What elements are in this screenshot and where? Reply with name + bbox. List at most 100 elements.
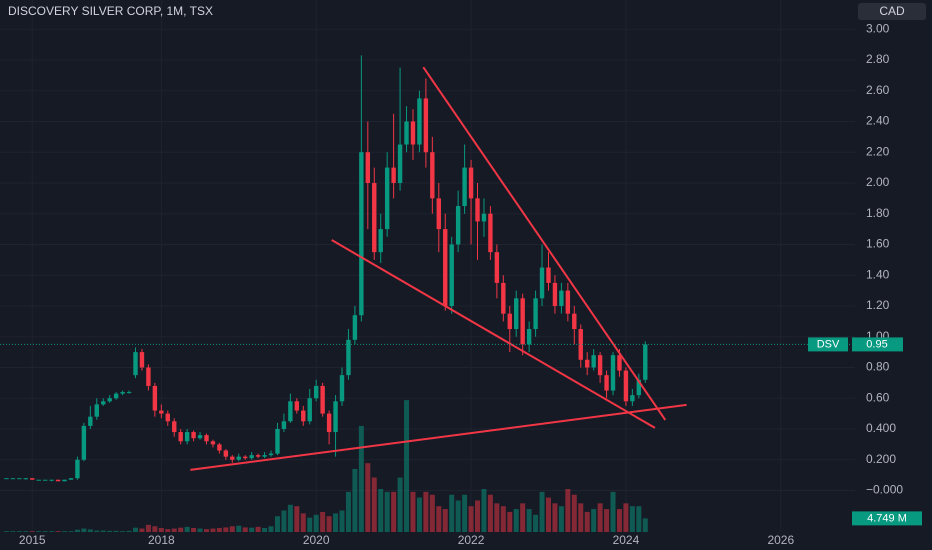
y-tick-label: 1.40: [866, 267, 890, 281]
candle-body: [546, 267, 551, 283]
volume-bar: [610, 491, 616, 532]
volume-bar: [345, 491, 351, 532]
volume-label: 4.749 M: [867, 512, 907, 524]
volume-bar: [36, 531, 42, 532]
candle-body: [126, 392, 132, 394]
volume-bar: [326, 516, 332, 532]
candle-body: [520, 298, 525, 345]
axes: 3.00 2.80 2.60 2.40 2.20 2.00 1.80 1.60 1.40 1.20…: [0, 21, 922, 547]
volume-bar: [94, 530, 100, 532]
volume-bar: [262, 527, 268, 532]
candle-body: [10, 478, 16, 480]
candle-body: [585, 359, 590, 368]
candle-body: [481, 213, 487, 222]
volume-bar: [42, 531, 48, 532]
y-tick-label: 1.80: [866, 206, 890, 220]
candle-body: [578, 329, 583, 360]
volume-bar: [113, 530, 119, 532]
candle-body: [113, 393, 119, 399]
volume-bar: [597, 503, 603, 532]
volume-bar: [404, 400, 410, 532]
volume-bar: [481, 489, 487, 532]
volume-bar: [307, 517, 313, 532]
currency-label[interactable]: CAD: [879, 4, 905, 18]
y-tick-label: 1.60: [866, 237, 890, 251]
candle-body: [301, 410, 306, 422]
volume-bar: [126, 530, 132, 532]
volume-bar: [274, 516, 280, 532]
volume-bar: [74, 529, 80, 532]
volume-bar: [449, 494, 455, 532]
volume-bar: [10, 531, 16, 532]
candle-body: [172, 421, 177, 433]
x-tick-label: 2022: [458, 533, 485, 547]
candle-body: [365, 152, 371, 183]
y-tick-label: 0.80: [866, 360, 890, 374]
y-tick-label: −0.000: [866, 483, 903, 497]
volume-bar: [184, 526, 190, 532]
volume-bar: [165, 529, 171, 532]
volume-bar: [49, 531, 55, 532]
candle-body: [42, 479, 48, 481]
y-tick-label: 2.40: [866, 114, 890, 128]
x-tick-label: 2020: [303, 533, 330, 547]
volume-bar: [629, 506, 635, 532]
volume-bar: [313, 514, 319, 532]
candle-body: [320, 385, 325, 414]
volume-bar: [462, 494, 468, 532]
candle-body: [572, 313, 577, 330]
y-tick-label: 2.00: [866, 175, 890, 189]
candle-body: [255, 455, 261, 457]
candle-layer: [4, 55, 648, 482]
volume-bar: [552, 503, 558, 532]
volume-bar: [416, 497, 422, 532]
x-tick-label: 2026: [767, 533, 794, 547]
volume-bar: [236, 525, 242, 532]
y-tick-label: 0.60: [866, 390, 890, 404]
volume-bar: [139, 528, 145, 532]
candle-body: [591, 355, 596, 368]
candle-body: [359, 152, 364, 316]
candle-body: [494, 252, 500, 283]
candle-body: [475, 198, 480, 222]
candle-body: [94, 404, 99, 417]
candle-body: [443, 229, 448, 306]
candle-body: [288, 401, 293, 422]
candle-body: [236, 456, 241, 460]
volume-bar: [281, 510, 287, 532]
volume-bar: [320, 511, 326, 532]
volume-bar: [487, 494, 493, 532]
volume-bar: [197, 528, 203, 532]
candle-body: [526, 329, 532, 345]
candle-body: [423, 98, 429, 153]
candle-body: [514, 298, 519, 330]
volume-bar: [636, 506, 642, 532]
candle-body: [417, 98, 422, 145]
volume-bar: [3, 531, 9, 532]
volume-bar: [107, 530, 113, 532]
candle-body: [346, 339, 351, 376]
volume-bar: [203, 529, 209, 532]
volume-bar: [520, 503, 526, 532]
volume-bar: [68, 531, 74, 532]
volume-bar: [100, 530, 106, 532]
candle-body: [372, 182, 377, 253]
candle-body: [617, 355, 622, 371]
volume-bar: [500, 506, 506, 532]
volume-bar: [391, 491, 397, 532]
currency-button[interactable]: [858, 3, 926, 20]
volume-bar: [339, 510, 345, 532]
candle-body: [410, 121, 416, 145]
volume-bar: [616, 509, 622, 532]
volume-bar: [623, 503, 629, 532]
candle-body: [430, 152, 435, 199]
y-tick-label: 2.60: [866, 83, 890, 97]
y-tick-label: 2.20: [866, 144, 890, 158]
candle-body: [62, 479, 67, 482]
candle-body: [107, 398, 112, 402]
candle-body: [210, 441, 216, 445]
candle-body: [101, 401, 106, 405]
volume-bar: [526, 509, 532, 532]
volume-bar: [333, 513, 339, 532]
volume-box: [852, 511, 922, 526]
